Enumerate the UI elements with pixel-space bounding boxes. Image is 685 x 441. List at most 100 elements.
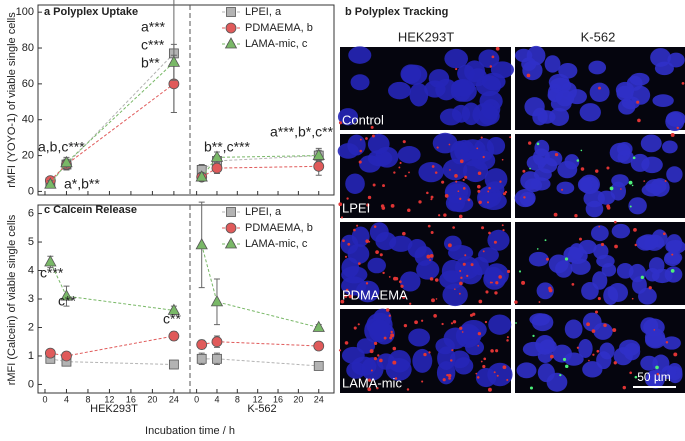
x-tick-label: 20 (147, 394, 157, 404)
polyplex-speck (613, 361, 617, 365)
polyplex-speck (455, 68, 458, 71)
micrograph (337, 46, 514, 130)
nucleus (556, 181, 575, 195)
polyplex-speck (579, 237, 582, 241)
polyplex-speck (450, 322, 454, 325)
polyplex-speck (488, 186, 491, 190)
polyplex-speck (478, 200, 482, 205)
polyplex-speck (634, 375, 638, 379)
nucleus (451, 79, 475, 97)
plot-frame (37, 4, 335, 196)
polyplex-speck (458, 292, 461, 295)
polyplex-speck (369, 349, 374, 354)
polyplex-speck (480, 136, 483, 139)
polyplex-speck (633, 227, 637, 232)
polyplex-speck (359, 138, 362, 141)
polyplex-speck (338, 349, 342, 352)
polyplex-speck (483, 357, 487, 361)
nucleus (337, 108, 359, 126)
nucleus (397, 146, 421, 164)
polyplex-speck (340, 299, 345, 304)
x-tick-label: 4 (214, 394, 219, 404)
nucleus (666, 234, 683, 254)
polyplex-speck (344, 255, 348, 258)
polyplex-speck (392, 360, 397, 365)
polyplex-speck (390, 333, 395, 338)
nucleus (388, 349, 411, 373)
polyplex-speck (536, 142, 540, 146)
polyplex-speck (636, 100, 640, 104)
polyplex-speck (648, 286, 652, 290)
y-tick-label: 2 (28, 321, 34, 333)
polyplex-speck (365, 239, 370, 243)
polyplex-speck (620, 188, 622, 190)
polyplex-speck (394, 377, 398, 380)
polyplex-speck (588, 359, 590, 362)
polyplex-speck (460, 276, 463, 280)
polyplex-speck (414, 320, 418, 325)
polyplex-speck (640, 275, 645, 279)
nucleus (428, 69, 450, 88)
nucleus (578, 239, 597, 255)
polyplex-speck (459, 197, 462, 200)
polyplex-speck (477, 344, 480, 347)
nucleus (588, 60, 607, 75)
annotation: a,b,c*** (38, 139, 85, 155)
polyplex-speck (430, 198, 433, 201)
polyplex-speck (356, 224, 359, 227)
polyplex-speck (455, 180, 458, 183)
y-tick-label: 5 (28, 236, 34, 248)
marker (313, 361, 324, 371)
y-tick-label: 0 (28, 185, 34, 197)
polyplex-speck (495, 281, 499, 285)
polyplex-speck (554, 152, 559, 157)
polyplex-speck (393, 276, 397, 281)
annotation: c*** (40, 265, 64, 281)
series-line (201, 155, 319, 178)
marker (195, 170, 208, 182)
polyplex-speck (486, 201, 490, 204)
marker (195, 238, 208, 250)
polyplex-speck (506, 378, 509, 381)
polyplex-speck (476, 376, 480, 379)
polyplex-speck (409, 302, 412, 305)
polyplex-speck (600, 242, 605, 247)
legend-marker (225, 222, 237, 234)
polyplex-speck (496, 374, 499, 377)
polyplex-speck (632, 156, 636, 160)
nucleus (601, 263, 617, 277)
nucleus (457, 64, 475, 83)
nucleus (345, 173, 365, 194)
polyplex-speck (365, 282, 369, 285)
polyplex-speck (464, 254, 467, 257)
polyplex-speck (643, 180, 646, 182)
polyplex-speck (447, 373, 452, 378)
nucleus (563, 352, 584, 366)
polyplex-speck (670, 133, 675, 137)
polyplex-speck (629, 371, 633, 375)
x-axis-label: Incubation time / h (145, 425, 235, 437)
nucleus (389, 235, 413, 252)
x-tick-label: 16 (126, 394, 136, 404)
marker (196, 339, 208, 350)
marker (210, 150, 224, 162)
nucleus (416, 259, 440, 280)
x-tick-label: 24 (169, 394, 179, 404)
y-tick-label: 3 (28, 293, 34, 305)
y-tick-label: 40 (22, 114, 34, 126)
nucleus (483, 268, 506, 290)
polyplex-speck (655, 365, 659, 370)
nucleus (590, 225, 609, 242)
nucleus (662, 336, 681, 350)
nucleus (666, 166, 683, 183)
polyplex-speck (342, 239, 345, 243)
nucleus (557, 160, 578, 179)
polyplex-speck (429, 277, 434, 281)
polyplex-speck (662, 232, 666, 236)
nucleus (522, 60, 543, 81)
polyplex-speck (629, 205, 632, 208)
nucleus (454, 357, 474, 375)
nucleus (616, 141, 633, 156)
